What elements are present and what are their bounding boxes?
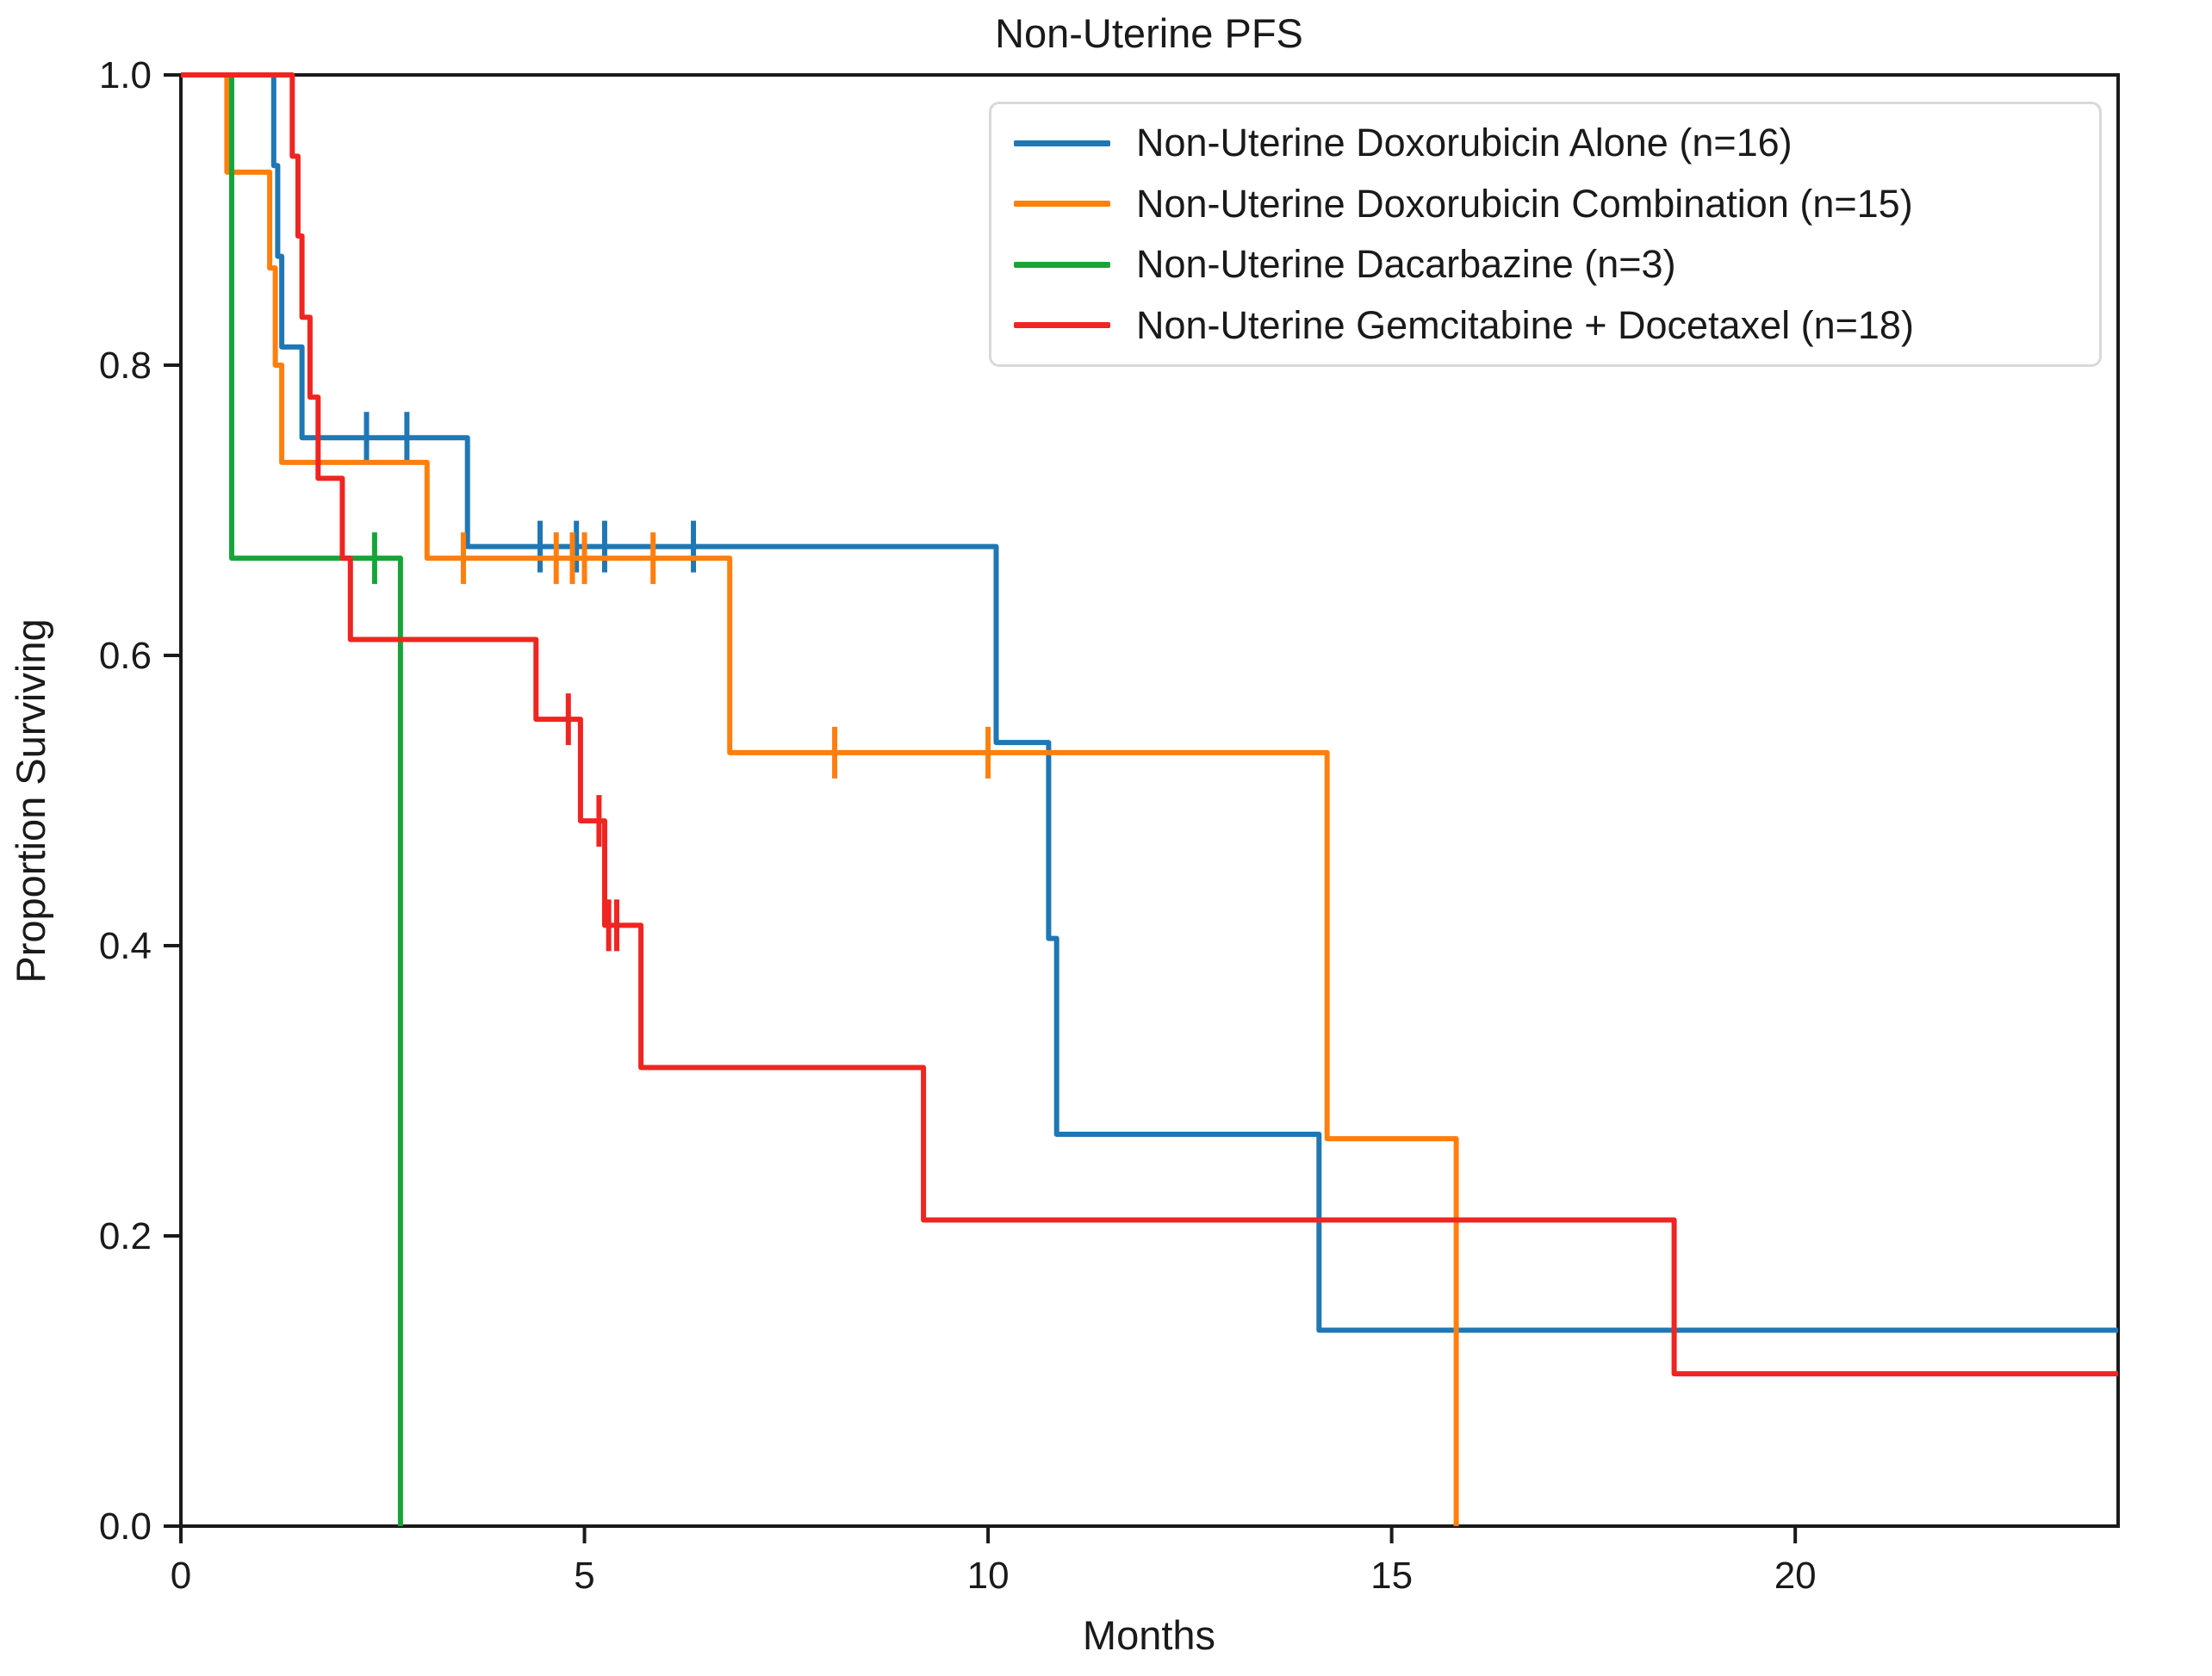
legend-entry-doxorubicin-alone: Non-Uterine Doxorubicin Alone (n=16) (1014, 121, 2092, 165)
x-tick-label: 10 (967, 1555, 1010, 1597)
y-tick-label: 0.8 (99, 345, 152, 387)
chart-title: Non-Uterine PFS (995, 10, 1303, 56)
chart-legend: Non-Uterine Doxorubicin Alone (n=16) Non-… (989, 102, 2102, 367)
y-tick-label: 1.0 (99, 54, 152, 96)
x-tick-label: 5 (574, 1555, 594, 1597)
legend-entry-doxorubicin-combination: Non-Uterine Doxorubicin Combination (n=1… (1014, 182, 2092, 227)
legend-label-doxorubicin-alone: Non-Uterine Doxorubicin Alone (n=16) (1136, 121, 1793, 165)
legend-label-gemcitabine-docetaxel: Non-Uterine Gemcitabine + Docetaxel (n=1… (1136, 302, 1914, 347)
km-curve-dacarbazine (181, 72, 403, 1526)
legend-line-swatch-gemcitabine-docetaxel (1014, 322, 1110, 329)
legend-entry-dacarbazine: Non-Uterine Dacarbazine (n=3) (1014, 242, 2092, 287)
y-tick-label: 0.2 (99, 1215, 152, 1257)
axes-frame (179, 73, 2120, 1528)
km-curve-gemcitabine-docetaxel (181, 72, 2118, 1377)
legend-line-swatch-dacarbazine (1014, 261, 1110, 268)
x-tick-label: 15 (1370, 1555, 1413, 1597)
x-axis-label: Months (1083, 1612, 1215, 1658)
plot-area: 0 5 10 15 20 0.0 0.2 0.4 0.6 0.8 1.0 (99, 54, 2120, 1597)
legend-line-swatch-doxorubicin-combination (1014, 201, 1110, 208)
y-axis-label: Proportion Surviving (8, 618, 53, 983)
legend-label-doxorubicin-combination: Non-Uterine Doxorubicin Combination (n=1… (1136, 181, 1913, 226)
y-tick-label: 0.6 (99, 635, 152, 677)
km-curve-doxorubicin-combination (181, 72, 1459, 1526)
km-curve-doxorubicin-alone (181, 72, 2118, 1333)
legend-line-swatch-doxorubicin-alone (1014, 140, 1110, 146)
y-tick-label: 0.0 (99, 1505, 152, 1548)
x-tick-label: 0 (171, 1555, 191, 1597)
legend-label-dacarbazine: Non-Uterine Dacarbazine (n=3) (1136, 242, 1676, 287)
y-tick-label: 0.4 (99, 925, 152, 967)
legend-entry-gemcitabine-docetaxel: Non-Uterine Gemcitabine + Docetaxel (n=1… (1014, 303, 2092, 348)
x-tick-label: 20 (1774, 1555, 1817, 1597)
